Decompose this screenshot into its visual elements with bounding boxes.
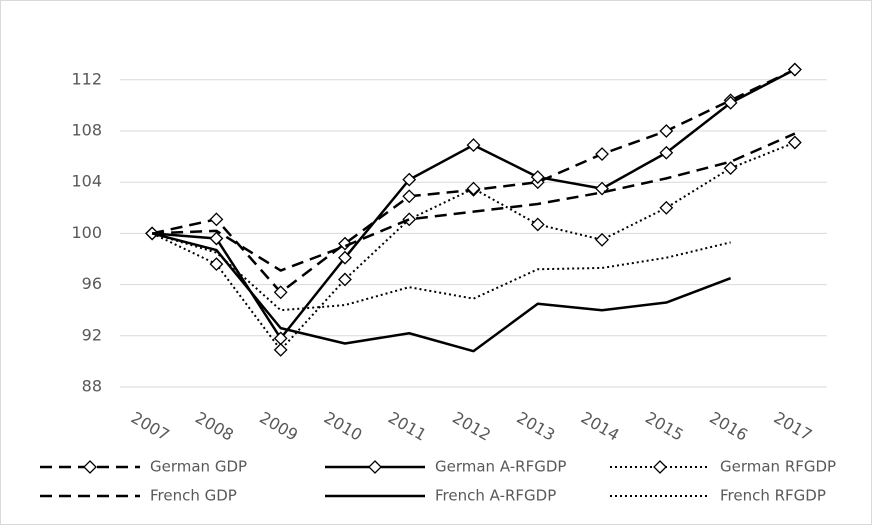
y-tick-label: 92	[82, 325, 102, 344]
marker	[659, 145, 674, 160]
marker	[466, 138, 481, 152]
y-tick-label: 108	[71, 121, 102, 140]
marker	[338, 250, 352, 265]
legend-label: French A-RFGDP	[435, 487, 556, 505]
legend: German GDP German A-RFGDP German RFGDP Fren…	[40, 458, 836, 505]
legend-marker	[653, 460, 667, 474]
legend-label: German RFGDP	[720, 458, 836, 476]
marker	[595, 147, 609, 161]
marker	[723, 95, 738, 110]
legend-label: French GDP	[150, 487, 237, 505]
legend-marker	[83, 460, 97, 474]
marker	[530, 170, 545, 184]
series-line	[151, 232, 731, 312]
marker	[145, 226, 160, 241]
y-tick-label: 100	[71, 223, 102, 242]
legend-label: French RFGDP	[720, 487, 826, 505]
marker	[659, 200, 674, 215]
marker	[402, 212, 417, 227]
series-line	[151, 232, 732, 353]
marker	[338, 236, 352, 251]
marker	[338, 272, 352, 287]
marker	[595, 232, 609, 247]
legend-label: German GDP	[150, 458, 247, 476]
marker	[273, 285, 288, 300]
legend-marker	[368, 460, 382, 474]
marker	[787, 135, 802, 150]
marker	[723, 161, 738, 176]
marker	[530, 217, 545, 232]
marker	[209, 257, 224, 272]
legend-label: German A-RFGDP	[435, 458, 566, 476]
marker	[466, 181, 481, 196]
y-tick-label: 112	[71, 69, 102, 88]
marker	[787, 62, 802, 77]
series-line	[152, 132, 796, 272]
y-tick-label: 88	[82, 377, 102, 396]
y-tick-label: 96	[82, 274, 102, 293]
marker	[402, 172, 417, 187]
marker	[209, 231, 224, 246]
marker	[209, 212, 224, 227]
y-tick-label: 104	[71, 172, 102, 191]
marker	[659, 124, 674, 138]
marker	[402, 189, 417, 204]
marker	[273, 342, 288, 357]
